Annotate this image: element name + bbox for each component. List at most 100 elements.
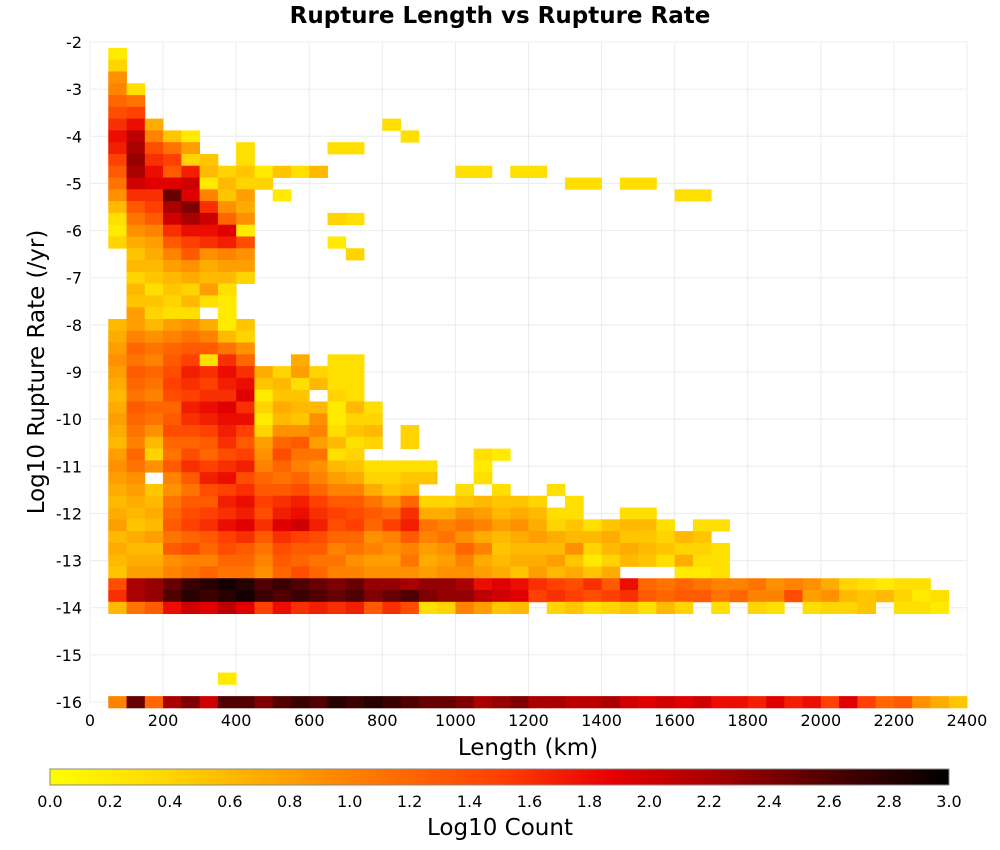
heatmap-cell <box>510 543 529 555</box>
heatmap-cell <box>218 401 237 413</box>
heatmap-cell <box>200 248 219 260</box>
heatmap-cell <box>108 71 127 83</box>
heatmap-cell <box>346 460 365 472</box>
heatmap-cell <box>492 531 511 543</box>
heatmap-cell <box>583 578 602 590</box>
heatmap-cell <box>108 236 127 248</box>
colorbar-tick-label: 2.8 <box>876 792 901 811</box>
heatmap-cell <box>254 519 273 531</box>
heatmap-cell <box>236 390 255 402</box>
heatmap-cell <box>748 578 767 590</box>
heatmap-cell <box>309 519 328 531</box>
heatmap-cell <box>328 236 347 248</box>
colorbar-tick-label: 2.4 <box>756 792 781 811</box>
heatmap-cell <box>583 696 602 708</box>
heatmap-cell <box>200 472 219 484</box>
colorbar-tick-label: 2.0 <box>637 792 662 811</box>
heatmap-cell <box>638 590 657 602</box>
heatmap-cell <box>254 166 273 178</box>
heatmap-cell <box>108 201 127 213</box>
heatmap-cell <box>346 390 365 402</box>
heatmap-cell <box>437 531 456 543</box>
heatmap-cell <box>382 460 401 472</box>
heatmap-cell <box>127 213 146 225</box>
heatmap-cell <box>218 201 237 213</box>
heatmap-cell <box>127 142 146 154</box>
heatmap-cell <box>181 449 200 461</box>
heatmap-cell <box>218 166 237 178</box>
heatmap-cell <box>236 378 255 390</box>
heatmap-cell <box>675 531 694 543</box>
heatmap-cell <box>127 236 146 248</box>
y-tick-label: -13 <box>56 552 82 571</box>
heatmap-cell <box>181 460 200 472</box>
heatmap-cell <box>419 578 438 590</box>
heatmap-cell <box>145 331 164 343</box>
heatmap-cell <box>638 519 657 531</box>
heatmap-cell <box>108 590 127 602</box>
heatmap-cell <box>163 343 182 355</box>
heatmap-cell <box>254 508 273 520</box>
heatmap-cell <box>254 496 273 508</box>
heatmap-cell <box>145 378 164 390</box>
heatmap-cell <box>602 566 621 578</box>
heatmap-cell <box>565 590 584 602</box>
colorbar-tick-label: 1.8 <box>577 792 602 811</box>
heatmap-cell <box>492 484 511 496</box>
heatmap-cell <box>474 472 493 484</box>
heatmap-cell <box>108 519 127 531</box>
heatmap-cell <box>602 531 621 543</box>
heatmap-cell <box>181 472 200 484</box>
heatmap-cell <box>145 390 164 402</box>
heatmap-cell <box>328 602 347 614</box>
heatmap-cell <box>419 696 438 708</box>
heatmap-cell <box>547 555 566 567</box>
heatmap-cell <box>382 578 401 590</box>
heatmap-cell <box>181 531 200 543</box>
heatmap-cell <box>839 578 858 590</box>
heatmap-cell <box>127 566 146 578</box>
heatmap-cell <box>108 484 127 496</box>
heatmap-cell <box>236 213 255 225</box>
heatmap-cell <box>218 225 237 237</box>
heatmap-cell <box>108 378 127 390</box>
heatmap-cell <box>181 130 200 142</box>
heatmap-cell <box>602 602 621 614</box>
heatmap-cell <box>638 696 657 708</box>
heatmap-cell <box>675 566 694 578</box>
heatmap-cell <box>455 484 474 496</box>
heatmap-cell <box>291 354 310 366</box>
heatmap-cell <box>382 472 401 484</box>
heatmap-cell <box>273 437 292 449</box>
heatmap-cell <box>328 484 347 496</box>
heatmap-cell <box>200 519 219 531</box>
heatmap-cell <box>218 566 237 578</box>
heatmap-cell <box>181 425 200 437</box>
heatmap-cell <box>309 401 328 413</box>
heatmap-cell <box>930 602 949 614</box>
heatmap-cell <box>474 566 493 578</box>
heatmap-cell <box>401 130 420 142</box>
heatmap-cell <box>382 566 401 578</box>
heatmap-cell <box>328 378 347 390</box>
heatmap-cell <box>291 449 310 461</box>
heatmap-cell <box>218 189 237 201</box>
heatmap-cell <box>218 519 237 531</box>
heatmap-cell <box>693 519 712 531</box>
heatmap-cell <box>127 95 146 107</box>
heatmap-cell <box>254 578 273 590</box>
heatmap-cell <box>620 508 639 520</box>
heatmap-cell <box>163 602 182 614</box>
heatmap-cell <box>675 189 694 201</box>
heatmap-cell <box>108 566 127 578</box>
heatmap-cell <box>291 578 310 590</box>
heatmap-cell <box>145 496 164 508</box>
heatmap-cell <box>127 378 146 390</box>
heatmap-cell <box>401 484 420 496</box>
heatmap-cell <box>839 602 858 614</box>
heatmap-cell <box>857 602 876 614</box>
heatmap-cell <box>346 590 365 602</box>
heatmap-cell <box>711 519 730 531</box>
heatmap-cell <box>108 401 127 413</box>
heatmap-cell <box>620 543 639 555</box>
